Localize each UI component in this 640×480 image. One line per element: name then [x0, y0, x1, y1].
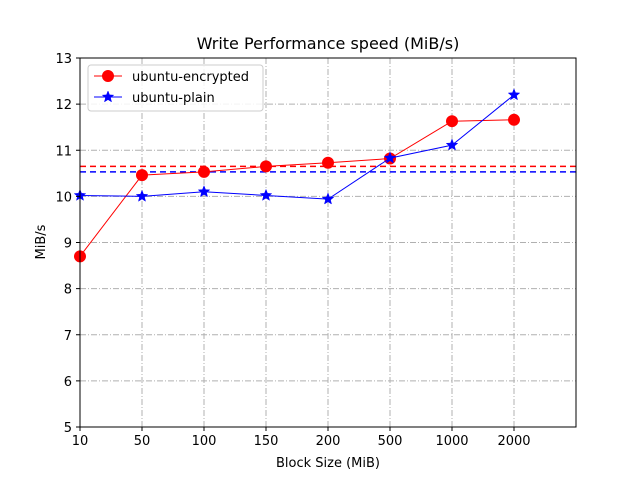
data-point [260, 160, 272, 173]
y-tick-label: 11 [55, 144, 72, 159]
data-point [259, 188, 273, 201]
y-tick-label: 9 [64, 237, 72, 252]
chart-title: Write Performance speed (MiB/s) [197, 34, 460, 53]
data-point [507, 88, 521, 101]
x-tick-label: 500 [378, 434, 403, 449]
x-tick-label: 1000 [435, 434, 468, 449]
data-point [135, 189, 149, 202]
x-tick-label: 100 [192, 434, 217, 449]
x-tick-label: 200 [316, 434, 341, 449]
mean-lines [80, 165, 576, 173]
data-point [322, 156, 334, 169]
x-tick-label: 10 [72, 434, 89, 449]
series-ubuntu-plain [73, 88, 521, 205]
data-point [102, 70, 114, 82]
x-tick-label: 2000 [497, 434, 530, 449]
data-point [321, 192, 335, 205]
data-point [446, 115, 458, 128]
data-point [198, 165, 210, 178]
legend: ubuntu-encrypted ubuntu-plain [87, 64, 264, 112]
y-axis-label: MiB/s [34, 224, 49, 259]
y-axis-ticks: 5 6 7 8 9 10 11 12 13 [55, 52, 80, 436]
legend-entry: ubuntu-encrypted [94, 70, 249, 85]
y-tick-label: 7 [64, 329, 72, 344]
legend-label: ubuntu-plain [132, 91, 215, 106]
legend-label: ubuntu-encrypted [132, 70, 249, 85]
series-layer [73, 88, 521, 263]
y-tick-label: 8 [64, 283, 72, 298]
y-tick-label: 12 [55, 98, 72, 113]
x-axis-ticks: 10 50 100 150 200 500 1000 2000 [72, 427, 531, 449]
y-tick-label: 5 [64, 421, 72, 436]
series-line [79, 119, 515, 257]
x-tick-label: 50 [134, 434, 151, 449]
series-line [79, 94, 515, 200]
y-tick-label: 10 [55, 190, 72, 205]
y-tick-label: 6 [64, 375, 72, 390]
grid-lines [79, 57, 576, 428]
data-point [136, 169, 148, 182]
data-point [383, 151, 397, 164]
x-tick-label: 150 [254, 434, 279, 449]
series-ubuntu-encrypted [74, 113, 520, 263]
data-point [197, 185, 211, 198]
legend-entry: ubuntu-plain [94, 90, 215, 106]
legend-box [87, 64, 264, 112]
data-point [101, 90, 115, 103]
x-axis-label: Block Size (MiB) [276, 456, 380, 471]
y-tick-label: 13 [55, 52, 72, 67]
data-point [508, 113, 520, 126]
data-point [445, 138, 459, 151]
